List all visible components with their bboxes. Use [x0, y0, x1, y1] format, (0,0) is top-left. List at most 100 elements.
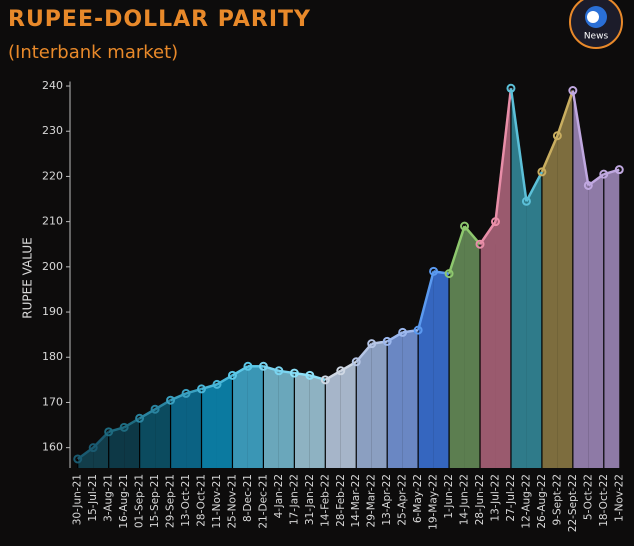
area-segment — [186, 388, 202, 468]
point — [73, 454, 83, 464]
area-segment — [232, 366, 248, 468]
point — [460, 221, 470, 231]
area-segment — [108, 427, 125, 468]
point — [104, 427, 114, 437]
x-tick-label: 13-Oct-21 — [180, 474, 192, 527]
point — [614, 165, 624, 175]
point — [166, 395, 176, 405]
point — [413, 325, 423, 335]
x-tick-label: 9-Sept-22 — [551, 474, 563, 526]
line-segment — [447, 225, 466, 275]
x-tick-label: 12-Aug-22 — [520, 474, 532, 529]
line-segment — [540, 135, 559, 173]
point — [367, 339, 377, 349]
y-tick-label: 190 — [42, 305, 63, 318]
area-segment — [449, 226, 465, 468]
point — [243, 361, 253, 371]
x-tick-label: 4-Jan-22 — [273, 474, 285, 518]
x-tick-label: 28-Jun-22 — [474, 474, 486, 525]
point — [336, 366, 346, 376]
chart-subtitle: (Interbank market) — [8, 42, 178, 63]
area-segment — [294, 373, 310, 468]
area-segment — [139, 409, 156, 468]
area-segment — [387, 332, 403, 468]
point — [351, 357, 361, 367]
line-segment — [509, 88, 528, 202]
point — [521, 196, 531, 206]
x-tick-label: 28-Feb-22 — [335, 474, 347, 527]
y-tick-label: 210 — [42, 215, 63, 228]
x-tick-label: 01-Sep-21 — [134, 474, 146, 528]
line-segment — [571, 90, 590, 186]
point — [289, 368, 299, 378]
point — [258, 361, 268, 371]
area-segment — [495, 88, 511, 468]
x-tick-label: 1-Nov-22 — [613, 474, 625, 522]
logo-text: News — [584, 32, 609, 42]
area-segment — [247, 366, 264, 468]
y-tick-label: 200 — [42, 260, 63, 273]
area-segment — [402, 330, 419, 468]
x-tick-label: 26-Aug-22 — [536, 474, 548, 529]
point — [181, 388, 191, 398]
x-tick-label: 14-Mar-22 — [350, 474, 362, 527]
x-tick-label: 15-Jul-21 — [87, 474, 99, 522]
point — [583, 180, 593, 190]
y-tick-label: 180 — [42, 350, 63, 363]
x-tick-label: 25-Nov-21 — [226, 474, 238, 529]
point — [227, 370, 237, 380]
point — [305, 370, 315, 380]
x-tick-label: 27-Jul-22 — [505, 474, 517, 522]
x-tick-label: 16-Aug-21 — [118, 474, 130, 529]
area-segment — [526, 171, 542, 468]
point — [382, 336, 392, 346]
area-segment — [325, 370, 341, 468]
x-tick-label: 25-Apr-22 — [397, 474, 409, 526]
area-segment — [309, 375, 326, 468]
x-tick-label: 17-Jan-22 — [288, 474, 300, 525]
line-segment — [494, 88, 513, 222]
point — [197, 384, 207, 394]
point — [135, 413, 145, 423]
point — [119, 422, 129, 432]
area-segment — [356, 343, 372, 468]
area-segment — [418, 271, 434, 468]
x-tick-label: 3-Aug-21 — [103, 474, 115, 522]
point — [274, 366, 284, 376]
y-tick-label: 160 — [42, 441, 63, 454]
x-tick-label: 6-May-22 — [412, 474, 424, 523]
area-segment — [340, 361, 357, 468]
point — [398, 327, 408, 337]
point — [599, 169, 609, 179]
x-tick-label: 1-Jun-22 — [443, 474, 455, 519]
point — [150, 404, 160, 414]
x-tick-label: 28-Oct-21 — [196, 474, 208, 527]
x-tick-label: 18-Oct-22 — [598, 474, 610, 527]
x-tick-label: 13-Apr-22 — [381, 474, 393, 526]
area-segment — [603, 169, 620, 469]
chart-title: RUPEE-DOLLAR PARITY — [8, 7, 311, 32]
area-segment — [572, 90, 589, 468]
x-tick-label: 21-Dec-21 — [257, 474, 269, 529]
x-tick-label: 5-Oct-22 — [582, 474, 594, 520]
y-tick-label: 220 — [42, 169, 63, 182]
area-segment — [93, 431, 109, 468]
area-segment — [124, 418, 140, 468]
area-segment — [278, 370, 295, 468]
point — [444, 269, 454, 279]
area-segment — [77, 447, 94, 468]
line-segment — [416, 271, 435, 331]
x-tick-label: 8-Dec-21 — [242, 474, 254, 522]
point — [212, 379, 222, 389]
line-segment — [556, 90, 575, 137]
x-tick-label: 30-Jun-21 — [72, 474, 84, 525]
y-tick-label: 170 — [42, 395, 63, 408]
area-segment — [480, 221, 496, 468]
x-tick-label: 14-Feb-22 — [319, 474, 331, 527]
area-segment — [557, 90, 573, 468]
y-tick-label: 240 — [42, 79, 63, 92]
area-segment — [541, 135, 558, 469]
point — [552, 131, 562, 141]
area-segment — [170, 393, 187, 468]
x-tick-label: 31-Jan-22 — [304, 474, 316, 525]
